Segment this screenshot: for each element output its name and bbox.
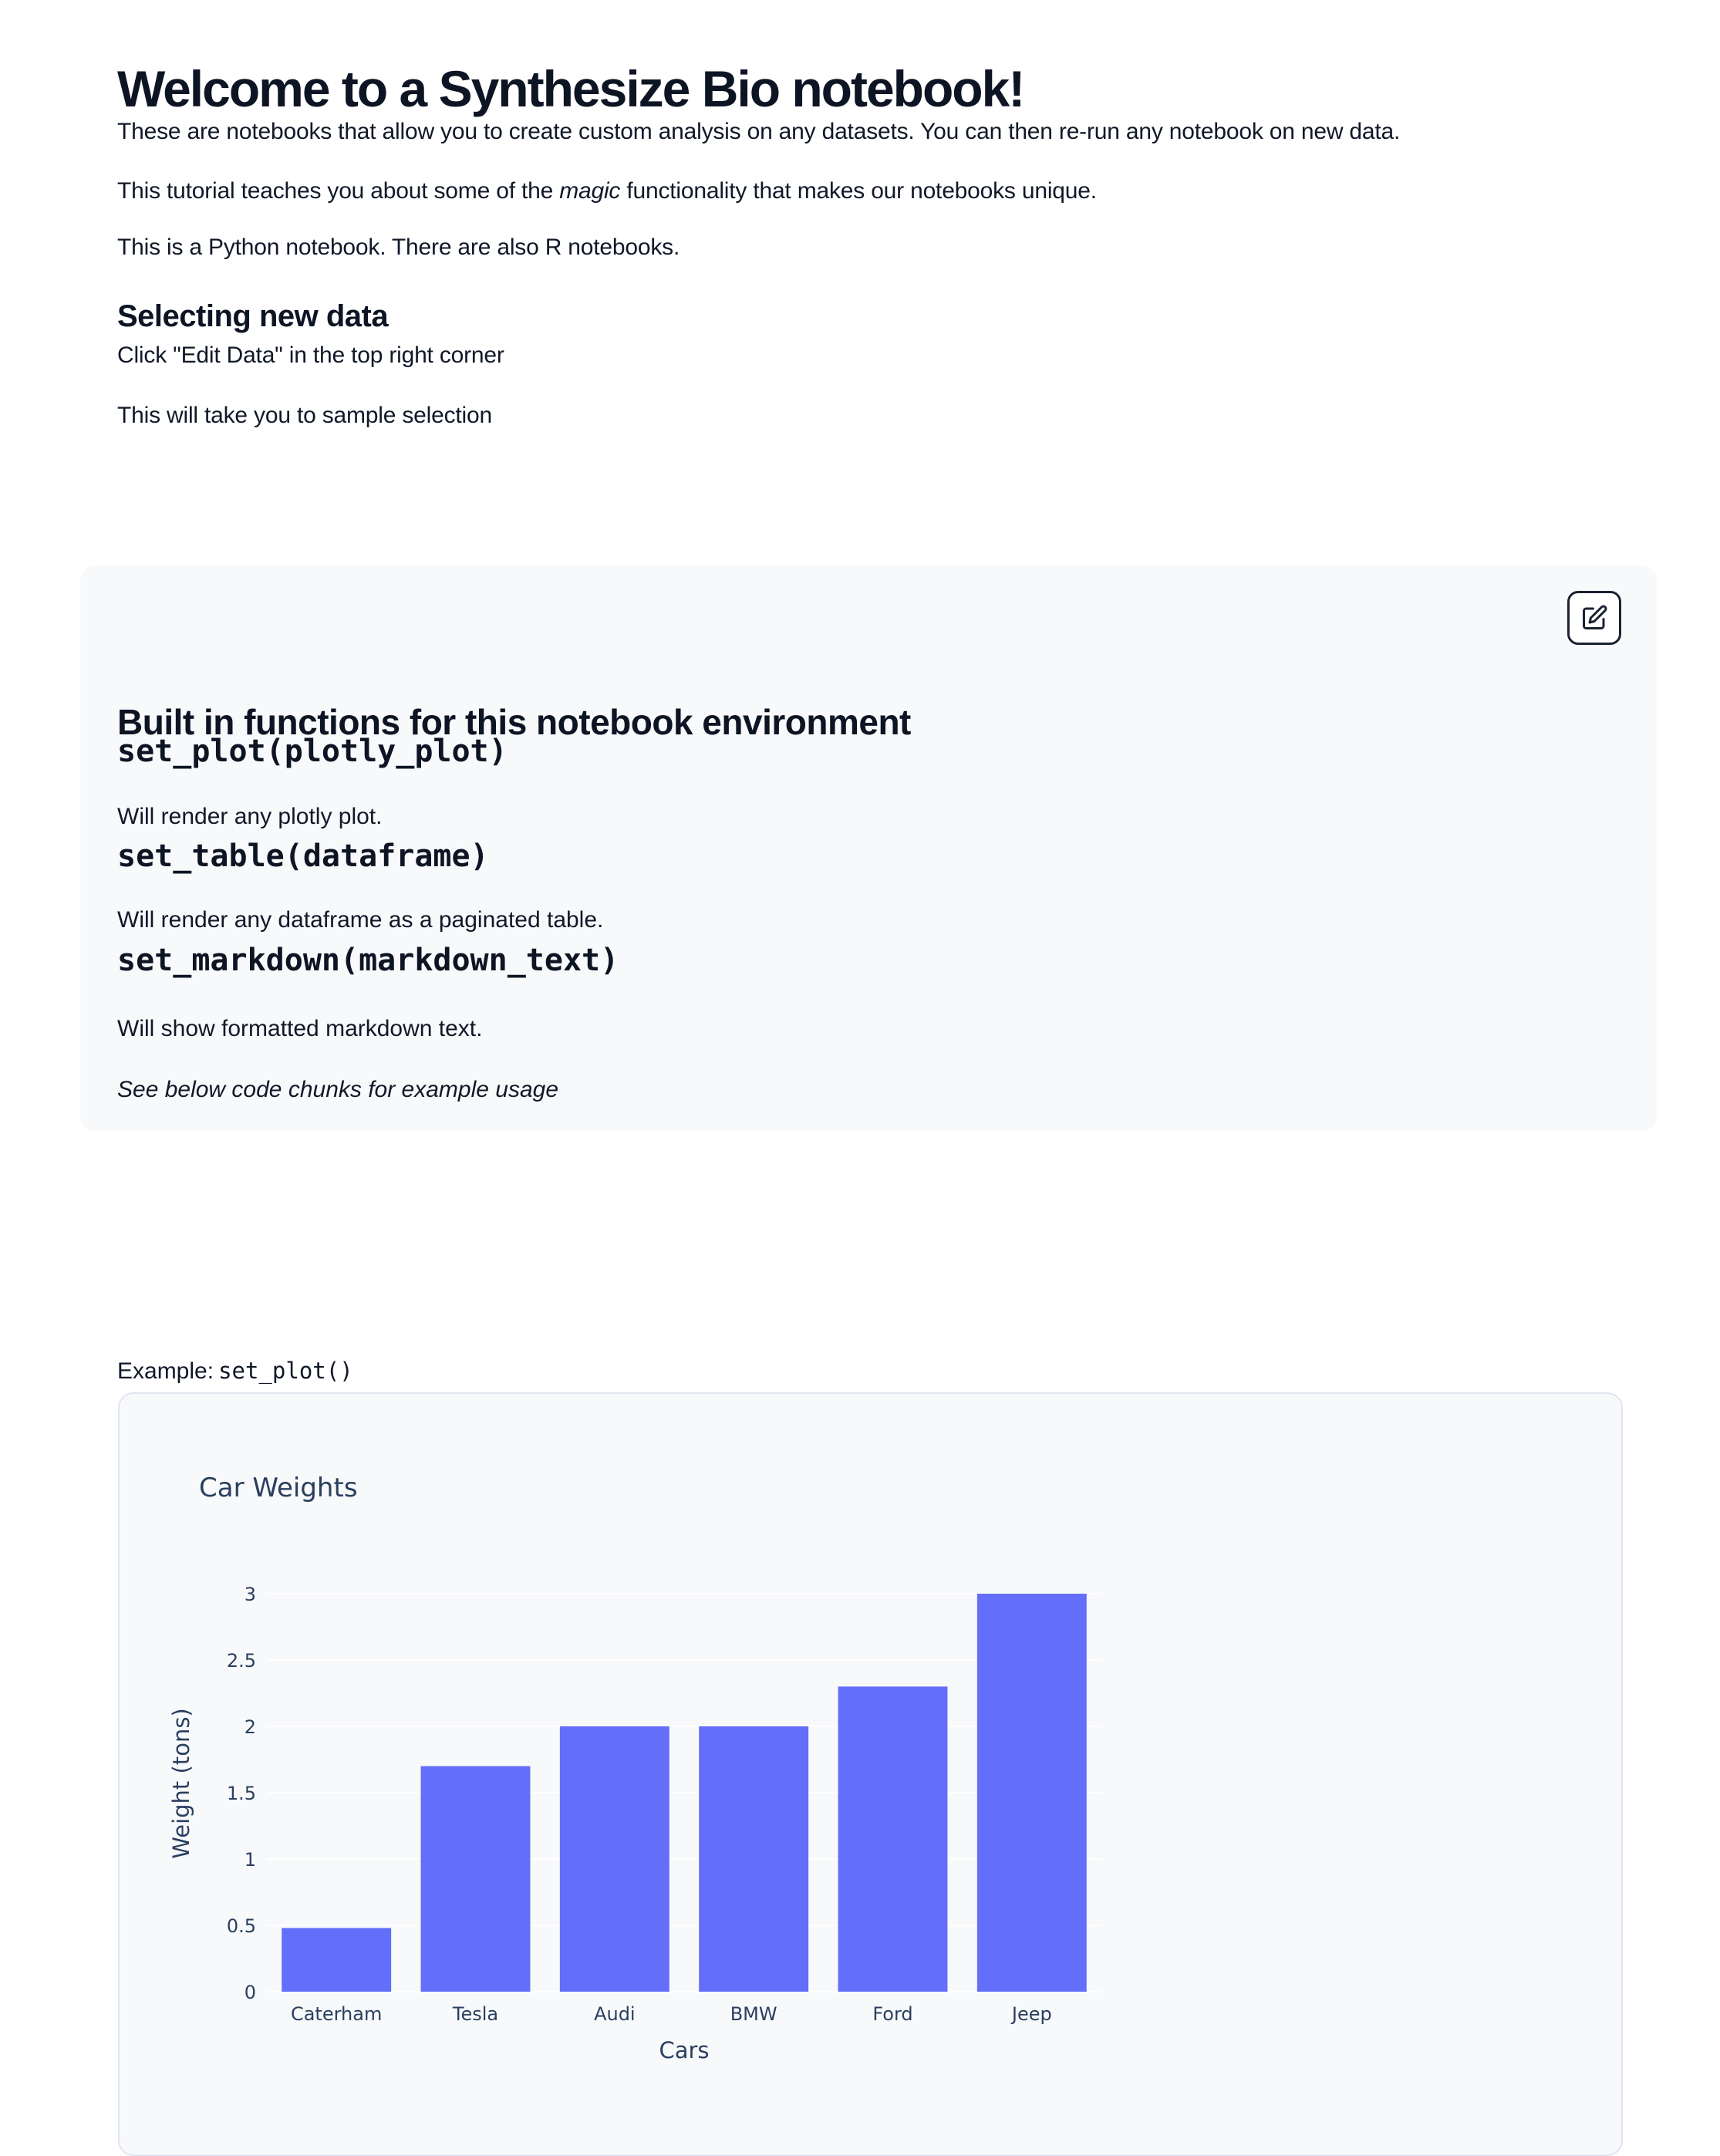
y-tick-label: 3 [245, 1584, 256, 1605]
function-signature: set_plot(plotly_plot) [117, 734, 508, 769]
pencil-square-icon [1583, 605, 1607, 629]
x-tick-label: Jeep [1010, 2003, 1052, 2025]
bar-audi[interactable] [559, 1726, 669, 1992]
example-code: set_plot() [218, 1358, 353, 1384]
bar-caterham[interactable] [282, 1928, 392, 1992]
x-tick-label: Tesla [452, 2003, 498, 2025]
functions-panel [80, 566, 1657, 1131]
chart-card: 0 0.5 1 1.5 2 2.5 3 Caterham Tesla Audi BMW Ford Jee… [118, 1392, 1623, 2156]
bar-bmw[interactable] [699, 1726, 809, 1992]
x-tick-label: Audi [594, 2003, 636, 2025]
y-tick-label: 2.5 [227, 1650, 256, 1672]
x-tick-label: Ford [872, 2003, 912, 2025]
edit-cell-button[interactable] [1567, 591, 1621, 645]
function-signature: set_table(dataframe) [117, 838, 489, 874]
intro-paragraph: These are notebooks that allow you to cr… [117, 119, 1401, 144]
y-tick-label: 0 [245, 1982, 256, 2003]
example-label: Example: [117, 1358, 214, 1384]
selecting-paragraph: Click "Edit Data" in the top right corne… [117, 342, 504, 368]
magic-emphasis: magic [559, 178, 621, 204]
function-description: Will render any plotly plot. [117, 804, 383, 829]
page-title: Welcome to a Synthesize Bio notebook! [117, 60, 1025, 118]
function-description: Will render any dataframe as a paginated… [117, 907, 604, 933]
car-weights-bar-chart[interactable]: 0 0.5 1 1.5 2 2.5 3 Caterham Tesla Audi BMW Ford Jee… [120, 1394, 1621, 2154]
y-axis-title: Weight (tons) [168, 1708, 194, 1858]
bar-tesla[interactable] [420, 1766, 531, 1992]
intro-text-after: functionality that makes our notebooks u… [620, 178, 1097, 204]
x-axis-title: Cars [659, 2037, 709, 2063]
chart-title: Car Weights [199, 1473, 358, 1503]
y-tick-label: 1.5 [227, 1783, 256, 1804]
example-caption: Example: set_plot() [117, 1355, 353, 1388]
selecting-paragraph: This will take you to sample selection [117, 403, 492, 428]
panel-heading: Built in functions for this notebook env… [117, 702, 911, 743]
x-tick-label: BMW [730, 2003, 777, 2025]
bar-ford[interactable] [838, 1686, 948, 1992]
intro-paragraph-magic: This tutorial teaches you about some of … [117, 174, 1652, 208]
y-tick-label: 2 [245, 1716, 256, 1738]
function-description: Will show formatted markdown text. [117, 1016, 483, 1041]
selecting-new-data-heading: Selecting new data [117, 299, 389, 334]
intro-text-before: This tutorial teaches you about some of … [117, 178, 560, 204]
intro-paragraph: This is a Python notebook. There are als… [117, 234, 680, 260]
function-signature: set_markdown(markdown_text) [117, 943, 619, 978]
bar-jeep[interactable] [976, 1594, 1087, 1992]
y-tick-label: 1 [245, 1849, 256, 1871]
x-tick-label: Caterham [291, 2003, 382, 2025]
y-tick-label: 0.5 [227, 1915, 256, 1937]
usage-note: See below code chunks for example usage [117, 1077, 559, 1102]
